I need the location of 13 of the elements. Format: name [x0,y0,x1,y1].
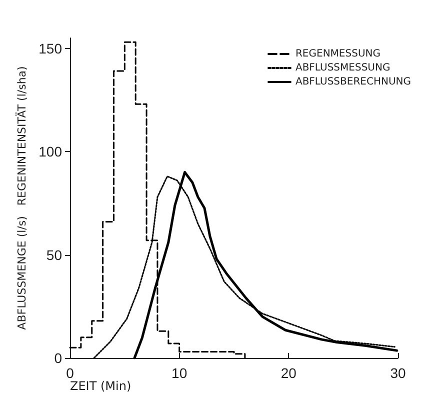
y-tick-label: 50 [46,246,62,263]
x-tick-label: 30 [390,365,406,381]
x-tick-label: 10 [172,365,188,381]
y-tick-label: 0 [54,350,62,366]
y-tick-label: 150 [38,40,62,56]
y-tick-label: 100 [38,144,62,160]
legend-label: REGENMESSUNG [295,48,380,60]
x-tick-label: 0 [66,365,74,381]
x-axis-title: ZEIT (Min) [70,379,132,393]
y-axis-title: ABFLUSSMENGE (l/s) REGENINTENSITÄT (l/sha) [14,66,29,330]
legend-label: ABFLUSSMESSUNG [295,62,390,74]
legend-label: ABFLUSSBERECHNUNG [295,76,412,88]
x-tick-label: 20 [280,365,297,381]
